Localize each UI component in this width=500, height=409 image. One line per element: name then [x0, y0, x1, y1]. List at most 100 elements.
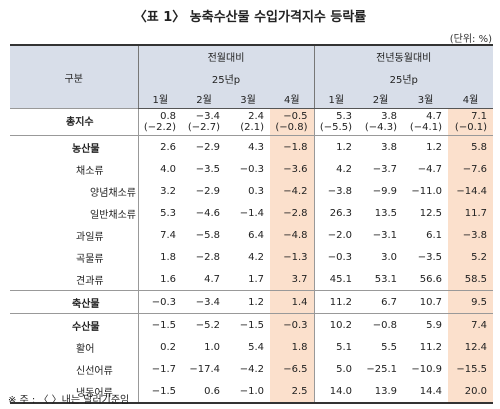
value-cell: 2.6	[137, 135, 182, 158]
header-month: 4월	[448, 89, 494, 109]
value-cell: 20.0	[448, 380, 494, 404]
value-cell: 10.7	[403, 290, 448, 314]
value-cell: −3.6	[270, 158, 314, 180]
row-label: 일반채소류	[90, 209, 136, 221]
value-cell: −2.9	[182, 135, 226, 158]
value-cell: 4.0	[137, 158, 182, 180]
table-row: 활어 0.2 1.0 5.4 1.8 5.1 5.5 11.2 12.4	[10, 336, 494, 358]
value-cell: 3.8	[358, 135, 403, 158]
value-cell: −1.3	[270, 246, 314, 268]
value-cell: −1.7	[137, 358, 182, 380]
row-label: 축산물	[10, 290, 138, 314]
value-cell: 4.3	[226, 135, 270, 158]
row-label: 신선어류	[76, 365, 113, 377]
value-cell: 5.3 (−5.5)	[313, 108, 358, 136]
value-cell: 11.2	[313, 290, 358, 314]
value-cell: 53.1	[374, 273, 397, 285]
header-group-mom: 전월대비	[137, 44, 314, 67]
header-gubun: 구분	[10, 44, 138, 109]
value-cell: 5.0	[313, 358, 358, 380]
value-cell: −6.5	[270, 358, 314, 380]
value-cell: −0.3	[239, 163, 264, 175]
value-cell: −15.5	[448, 358, 494, 380]
value-cell: 0.6	[182, 380, 226, 404]
value-cell: 5.2	[448, 246, 494, 268]
value-cell: −3.1	[372, 229, 397, 241]
row-label: 활어	[76, 343, 95, 355]
value-cell: −1.5	[137, 380, 182, 404]
header-month: 2월	[358, 89, 403, 109]
value-cell: −4.8	[270, 224, 314, 246]
value-cell: 56.6	[419, 273, 442, 285]
value-cell: −3.5	[195, 163, 220, 175]
table-row: 과일류 7.4 −5.8 6.4 −4.8 −2.0 −3.1 6.1 −3.8	[10, 224, 494, 246]
value-cell: −0.3	[137, 290, 182, 314]
value-cell: 58.5	[448, 268, 494, 291]
value-cell: −1.0	[226, 380, 270, 404]
value-cell: −3.8	[448, 224, 494, 246]
value-cell: −0.3	[313, 246, 358, 268]
header-group-yoy: 전년동월대비	[313, 44, 494, 67]
value-cell: 13.9	[358, 380, 403, 404]
value-cell: −1.5	[137, 313, 182, 336]
value-cell: −4.2	[270, 180, 314, 202]
value-cell: −3.7	[372, 163, 397, 175]
value-cell: −3.5	[417, 251, 442, 263]
value-cell: −4.7	[417, 163, 442, 175]
table-row: 수산물 −1.5 −5.2 −1.5 −0.3 10.2 −0.8 5.9 7.4	[10, 313, 494, 336]
table-row: 채소류 4.0 −3.5 −0.3 −3.6 4.2 −3.7 −4.7 −7.6	[10, 158, 494, 180]
footnote: ※ 주 : 〈 〉내는 달러기준임	[8, 395, 130, 406]
value-cell: 6.7	[358, 290, 403, 314]
value-cell: 6.4	[248, 229, 264, 241]
value-cell: 11.7	[448, 202, 494, 224]
value-cell: −3.4 (−2.7)	[182, 108, 226, 136]
value-cell: 14.4	[403, 380, 448, 404]
table-row: 곡물류 1.8 −2.8 4.2 −1.3 −0.3 3.0 −3.5 5.2	[10, 246, 494, 268]
value-cell: 9.5	[448, 290, 494, 314]
value-cell: −0.8	[358, 313, 403, 336]
table-row: 일반채소류 5.3 −4.6 −1.4 −2.8 26.3 13.5 12.5 11.7	[10, 202, 494, 224]
table-row: 냉동어류 −1.5 0.6 −1.0 2.5 14.0 13.9 14.4 20.0	[10, 380, 494, 404]
value-cell: −11.0	[411, 185, 442, 197]
value-cell: 13.5	[374, 207, 397, 219]
value-cell: 5.5	[381, 341, 397, 353]
header-month: 1월	[137, 89, 182, 109]
value-cell: 10.2	[313, 313, 358, 336]
value-cell: −1.8	[270, 135, 314, 158]
row-label: 견과류	[76, 275, 104, 287]
value-cell: 5.4	[248, 341, 264, 353]
value-cell: −0.3	[270, 313, 314, 336]
value-cell: 11.2	[419, 341, 442, 353]
value-cell: 0.3	[248, 185, 264, 197]
value-cell: 5.1	[313, 336, 358, 358]
table-body: 총지수 0.8 (−2.2) −3.4 (−2.7) 2.4 (2.1) −0.5 (−…	[10, 108, 494, 404]
row-label: 과일류	[76, 231, 104, 243]
value-cell: 5.8	[448, 135, 494, 158]
table-row: 총지수 0.8 (−2.2) −3.4 (−2.7) 2.4 (2.1) −0.5 (−…	[10, 108, 494, 136]
table-row: 농산물 2.6 −2.9 4.3 −1.8 1.2 3.8 1.2 5.8	[10, 135, 494, 158]
value-cell: 1.8	[137, 246, 182, 268]
value-cell: 1.2	[403, 135, 448, 158]
value-cell: 3.8 (−4.3)	[358, 108, 403, 136]
value-cell: 0.2	[137, 336, 182, 358]
value-cell: −2.9	[195, 185, 220, 197]
table-row: 축산물 −0.3 −3.4 1.2 1.4 11.2 6.7 10.7 9.5	[10, 290, 494, 314]
value-cell: −14.4	[448, 180, 494, 202]
table-row: 견과류 1.6 4.7 1.7 3.7 45.1 53.1 56.6 58.5	[10, 268, 494, 291]
value-cell: 1.2	[313, 135, 358, 158]
row-label: 곡물류	[76, 253, 104, 265]
value-cell: −5.8	[195, 229, 220, 241]
value-cell: −1.5	[226, 313, 270, 336]
value-cell: −10.9	[411, 363, 442, 375]
value-cell: 6.1	[426, 229, 442, 241]
table-row: 양념채소류 3.2 −2.9 0.3 −4.2 −3.8 −9.9 −11.0 −14.4	[10, 180, 494, 202]
value-cell: −4.2	[239, 363, 264, 375]
row-label: 총지수	[10, 108, 138, 136]
value-cell: 1.8	[270, 336, 314, 358]
value-cell: 45.1	[313, 268, 358, 291]
value-cell: 1.2	[226, 290, 270, 314]
price-index-table: 구분 전월대비 전년동월대비 25년p 25년p 1월 2월 3월 4월 1월 …	[10, 44, 494, 404]
header-month: 3월	[226, 89, 270, 109]
value-cell: 26.3	[313, 202, 358, 224]
value-cell: 3.2	[137, 180, 182, 202]
